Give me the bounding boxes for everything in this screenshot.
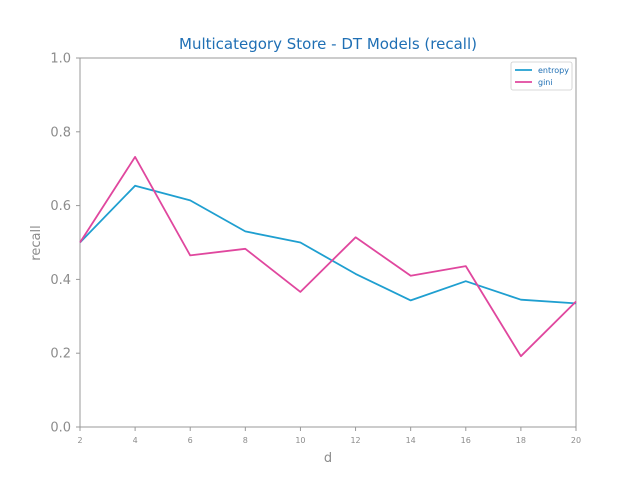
x-tick-label: 4 — [133, 436, 138, 445]
y-tick-label: 0.0 — [50, 421, 71, 436]
y-tick-label: 1.0 — [50, 52, 71, 67]
series-line-gini — [79, 155, 577, 358]
x-tick-label: 2 — [77, 436, 82, 445]
x-axis: 2 4 6 8 10 12 14 16 18 20 — [77, 427, 581, 445]
x-tick-label: 20 — [571, 436, 581, 445]
chart-title: Multicategory Store - DT Models (recall) — [179, 35, 477, 53]
x-tick-label: 18 — [516, 436, 526, 445]
y-tick-label: 0.4 — [50, 273, 71, 288]
y-tick-label: 0.8 — [50, 125, 71, 140]
legend-label-entropy: entropy — [538, 66, 569, 75]
y-axis: 0.0 0.2 0.4 0.6 0.8 1.0 — [50, 52, 80, 436]
x-tick-label: 6 — [188, 436, 193, 445]
x-axis-label: d — [324, 451, 332, 466]
series-line-entropy — [79, 184, 577, 305]
y-tick-label: 0.6 — [50, 199, 71, 214]
x-tick-label: 8 — [243, 436, 248, 445]
y-tick-label: 0.2 — [50, 347, 71, 362]
legend: entropy gini — [510, 61, 573, 91]
legend-label-gini: gini — [538, 78, 553, 87]
x-tick-label: 12 — [350, 436, 360, 445]
series-layer — [79, 155, 577, 358]
plot-area — [79, 57, 577, 428]
y-axis-label: recall — [29, 225, 44, 260]
x-tick-label: 10 — [295, 436, 305, 445]
legend-box — [510, 61, 573, 91]
x-tick-label: 14 — [406, 436, 416, 445]
x-tick-label: 16 — [461, 436, 471, 445]
